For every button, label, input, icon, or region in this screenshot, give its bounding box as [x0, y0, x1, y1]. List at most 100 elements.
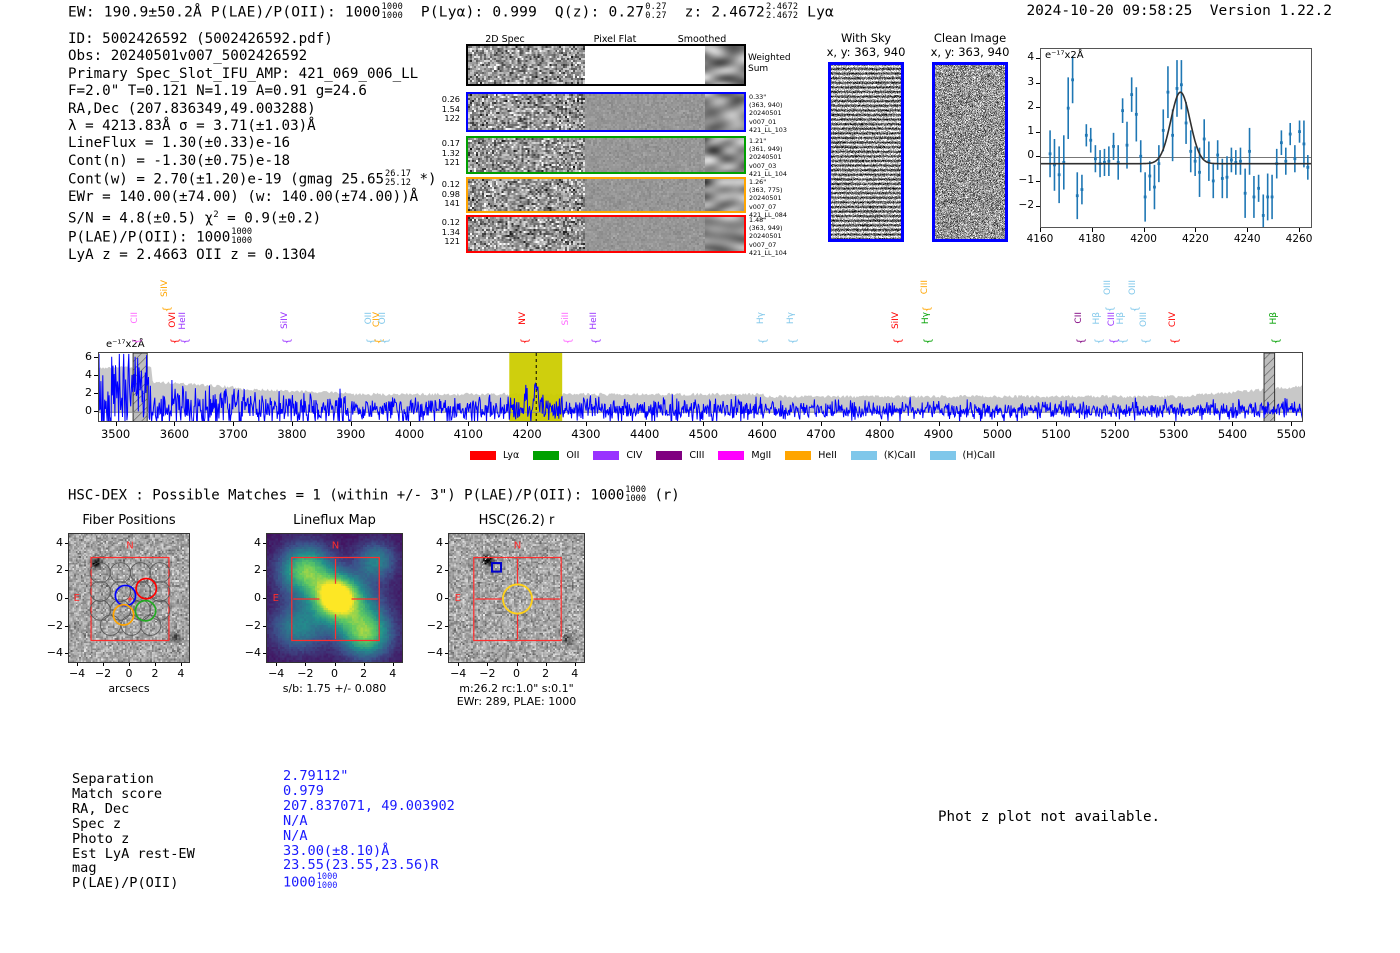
spectrum-line-bracket: { [380, 338, 392, 345]
line-fit-xtick-label: 4240 [1233, 233, 1261, 245]
spectrum-line-label: SiIV [891, 312, 902, 330]
spectrum-xtick [585, 422, 587, 426]
cutout-xtick [392, 663, 394, 666]
spectrum-legend-swatch [850, 451, 877, 460]
match-table-value: 207.837071, 49.003902 [283, 797, 455, 814]
cutout-ytick-label: 0 [56, 591, 63, 604]
line-fit-ytick [1036, 181, 1040, 183]
spectrum-xtick [468, 422, 470, 426]
match-table-plae-stack: 1000 1000 [316, 872, 338, 892]
spectrum-legend-label: OII [566, 450, 580, 461]
with-sky-image [828, 62, 904, 242]
cutout-ytick [445, 542, 448, 544]
line-fit-xtick-label: 4180 [1078, 233, 1106, 245]
cutout-caption-line1: s/b: 1.75 +/- 0.080 [282, 682, 387, 695]
info-redshifts: LyA z = 2.4663 OII z = 0.1304 [68, 247, 316, 264]
spec2d-pixelflat-image [585, 94, 705, 130]
svg-text:E: E [74, 593, 80, 604]
spec2d-smoothed-image [705, 179, 744, 211]
spec2d-smoothed-image [705, 46, 744, 84]
line-fit-xtick-label: 4200 [1130, 233, 1157, 245]
spectrum-xtick [350, 422, 352, 426]
spectrum-line-bracket: { [787, 338, 799, 345]
cutout-xtick-label: −2 [297, 667, 314, 680]
cutout-xtick-label: −2 [94, 667, 112, 680]
line-fit-xtick [1195, 228, 1197, 232]
hscdex-plae-stack: 1000 1000 [625, 485, 646, 504]
cutout-ytick-label: −4 [244, 646, 261, 660]
cutout-xtick [487, 663, 489, 666]
spectrum-ytick [94, 357, 98, 359]
match-table-value: 2.79112" [283, 768, 349, 784]
spectrum-xtick-label: 5400 [1217, 427, 1248, 441]
spectrum-line-label: CIV [1167, 312, 1178, 328]
cutout-title: Fiber Positions [82, 513, 176, 528]
spectrum-line-bracket: { [520, 338, 532, 345]
header-summary-line: EW: 190.9±50.2Å P(LAE)/P(OII): 10001000 1… [68, 3, 834, 21]
cutout-xtick-label: −2 [479, 667, 496, 680]
info-obs: Obs: 20240501v007_5002426592 [68, 48, 308, 65]
cutout-ytick-label: −4 [426, 646, 443, 660]
cutout-ytick [65, 625, 68, 627]
cutout-xtick [154, 663, 156, 666]
top-cutout-caption: x, y: 363, 940 [930, 45, 1010, 59]
cutout-ytick [65, 598, 68, 599]
line-fit-xtick [1040, 228, 1041, 232]
cutout-xtick [305, 663, 307, 666]
spectrum-line-bracket: { [563, 338, 575, 345]
cutout-ytick-label: −2 [46, 618, 63, 632]
cutout-caption-line1: m:26.2 rc:1.0" s:0.1" [459, 682, 574, 695]
spectrum-xtick-label: 4100 [453, 427, 483, 441]
info-ewr: EWr = 140.00(±74.00) (w: 140.00(±74.00))… [68, 189, 419, 206]
line-fit-ytick [1036, 82, 1040, 84]
header-timestamp-block: 2024-10-20 09:58:25 Version 1.22.2 [1026, 3, 1332, 19]
spec2d-2dspec-image [468, 94, 585, 130]
target-info-block: ID: 5002426592 (5002426592.pdf) Obs: 202… [68, 31, 437, 264]
line-fit-ytick [1036, 156, 1040, 158]
match-table-value: 23.55(23.55,23.56)R [283, 857, 439, 874]
spectrum-line-bracket: { [1094, 338, 1106, 345]
info-lineflux: LineFlux = 1.30(±0.33)e-16 [68, 135, 291, 152]
info-plae-stack: 1000 1000 [231, 226, 252, 246]
spectrum-legend-label: HeII [818, 450, 837, 461]
spectrum-xtick [703, 422, 705, 426]
cutout-ytick [445, 598, 448, 599]
spectrum-line-label: NV [518, 312, 529, 325]
spectrum-line-bracket: { [1117, 338, 1129, 345]
line-fit-xtick [1247, 228, 1249, 232]
spec2d-pixelflat-image [585, 217, 705, 251]
match-table-value: 10001000 1000 [283, 872, 338, 892]
spectrum-xtick-label: 3700 [218, 427, 248, 441]
header-version: Version 1.22.2 [1209, 3, 1332, 19]
cutout-xtick [334, 663, 336, 666]
spectrum-xtick [938, 422, 940, 426]
header-z: z: 2.4672 [684, 4, 765, 21]
cutout-xtick [77, 663, 79, 666]
spectrum-legend-label: Lyα [503, 450, 520, 461]
info-sn-chi2: S/N = 4.8(±0.5) χ2 = 0.9(±0.2) [68, 209, 322, 227]
spec2d-strip [466, 177, 746, 213]
spectrum-line-label: OIII [1139, 312, 1150, 328]
match-table-key: P(LAE)/P(OII) [72, 875, 179, 892]
spectrum-xtick-label: 3800 [277, 427, 307, 441]
match-table-value: 33.00(±8.10)Å [283, 842, 390, 859]
spectrum-xtick [527, 422, 529, 426]
spectrum-xtick-label: 4000 [394, 427, 425, 441]
spectrum-line-bracket: { [1169, 338, 1181, 345]
spectrum-xtick [821, 422, 822, 426]
spectrum-legend-swatch [533, 451, 560, 460]
cutout-xtick-label: 4 [389, 667, 397, 680]
cutout-xtick-label: 4 [571, 667, 579, 680]
spectrum-line-label: Hγ [785, 312, 796, 325]
cutout-ytick-label: 0 [254, 591, 261, 604]
spec2d-smoothed-image [705, 138, 744, 172]
spec2d-row-meta: 1.21" (361, 949) 20240501 v007_03 421_LL_104 [749, 137, 787, 178]
spec2d-row-stats: 0.12 1.34 121 [441, 217, 460, 247]
match-table-key: Separation [72, 771, 154, 787]
spec2d-pixelflat-image [585, 46, 705, 84]
info-cont-n: Cont(n) = -1.30(±0.75)e-18 [68, 152, 291, 169]
cutout-ytick-label: 4 [254, 535, 261, 549]
spectrum-ytick [94, 393, 98, 395]
spec2d-strip [466, 136, 746, 174]
